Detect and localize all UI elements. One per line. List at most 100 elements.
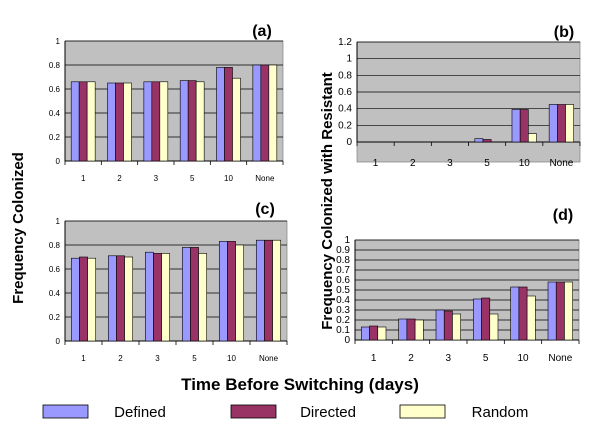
chart-panels: 00.20.40.60.811 2 3 5 10 None(a)00.20.40.60.8… (49, 23, 581, 364)
bar-directed (260, 64, 270, 162)
x-tick-label: 3 (155, 354, 160, 363)
legend-swatch-directed (230, 404, 277, 419)
y-tick-label: 0.1 (336, 325, 350, 336)
bar-random (452, 313, 461, 341)
bar-defined (511, 109, 521, 143)
y-tick-label: 0 (56, 157, 61, 166)
bar-random (123, 82, 132, 162)
y-tick-label: 1 (346, 54, 352, 65)
plot-area (64, 40, 284, 162)
panel-a: 0 0.2 0.4 0.6 0.8 1 1 2 3 5 10 None (a) (49, 23, 284, 183)
bar-random (268, 64, 278, 162)
x-tick-label: 1 (373, 158, 379, 169)
panel-c: 0 0.2 0.4 0.6 0.8 1 1 2 3 5 10 None (c) (49, 201, 288, 363)
y-tick-label: 0.2 (338, 120, 352, 131)
bar-directed (557, 104, 566, 143)
y-tick-label: 0.6 (336, 275, 350, 286)
y-tick-label: 0.9 (336, 245, 350, 256)
y-tick-label: 0.6 (49, 265, 61, 274)
legend-swatch-random (399, 404, 446, 419)
panel-label: (a) (252, 23, 272, 40)
x-tick-label: 10 (224, 174, 233, 183)
bar-random (232, 77, 241, 162)
y-tick-label: 1 (56, 37, 61, 46)
panel-label: (c) (255, 201, 275, 218)
y-tick-label: 0.3 (336, 305, 350, 316)
y-tick-label: 0.8 (49, 241, 61, 250)
x-tick-label: 2 (408, 353, 414, 364)
y-tick-label: 0.2 (49, 313, 61, 322)
x-tick-label: None (549, 158, 573, 169)
legend-label-directed: Directed (300, 404, 356, 421)
x-tick-label: None (548, 353, 572, 364)
bar-random (272, 239, 282, 342)
bar-directed (187, 80, 197, 162)
panel-d: 00.10.20.30.40.50.60.70.80.911 2 3 5 10 None(… (336, 207, 580, 364)
panel-label: (b) (554, 24, 574, 41)
bar-defined (252, 64, 262, 162)
y-axis-label-left: Frequency Colonized (10, 152, 27, 304)
bar-defined (107, 82, 116, 162)
bar-random (565, 104, 574, 143)
bar-directed (78, 81, 88, 162)
x-tick-label: 1 (371, 353, 377, 364)
bar-random (86, 81, 96, 162)
legend: Defined Directed Random (42, 404, 529, 421)
bar-directed (519, 109, 529, 143)
y-axis-label-right: Frequency Colonized with Resistant (319, 72, 336, 330)
y-tick-label: 0.8 (338, 70, 352, 81)
bar-directed (224, 67, 233, 162)
bar-directed (518, 286, 528, 341)
x-tick-label: None (255, 174, 275, 183)
y-tick-label: 0 (346, 137, 352, 148)
bar-directed (369, 325, 379, 341)
x-tick-label: None (259, 354, 279, 363)
bar-directed (406, 318, 416, 341)
x-tick-label: 1 (81, 354, 86, 363)
bar-defined (510, 286, 520, 341)
bar-random (377, 326, 387, 341)
y-tick-label: 0.5 (336, 285, 350, 296)
bar-defined (255, 239, 265, 342)
bar-random (87, 257, 97, 342)
legend-label-random: Random (472, 404, 529, 421)
x-axis-label: Time Before Switching (days) (181, 375, 419, 394)
bar-random (414, 319, 424, 341)
y-tick-label: 0.2 (336, 315, 350, 326)
bar-defined (143, 81, 153, 162)
x-tick-label: 3 (447, 158, 453, 169)
y-tick-label: 1.2 (338, 37, 352, 48)
x-tick-label: 5 (192, 354, 197, 363)
x-tick-label: 10 (517, 353, 529, 364)
panel-b: 0 0.2 0.4 0.6 0.8 1 1.2 1 2 3 5 10 None (b) (338, 24, 581, 169)
y-tick-label: 0 (56, 337, 61, 346)
bar-defined (179, 80, 189, 162)
x-tick-label: 5 (190, 174, 195, 183)
bar-defined (70, 81, 80, 162)
bar-directed (482, 139, 492, 143)
y-tick-label: 0.6 (49, 85, 61, 94)
bar-defined (398, 318, 408, 341)
bar-directed (153, 253, 162, 342)
legend-label-defined: Defined (114, 404, 166, 421)
bar-random (198, 253, 208, 342)
x-tick-label: 2 (117, 174, 122, 183)
bar-directed (481, 297, 491, 341)
bar-defined (144, 251, 154, 342)
x-tick-label: 5 (483, 353, 489, 364)
x-tick-label: 1 (81, 174, 86, 183)
bar-directed (79, 256, 88, 342)
x-tick-label: 3 (154, 174, 159, 183)
bar-directed (116, 255, 125, 342)
y-tick-label: 0.4 (336, 295, 350, 306)
panel-label: (d) (553, 207, 573, 224)
y-tick-label: 0 (344, 335, 350, 346)
y-tick-label: 0.4 (49, 289, 61, 298)
y-tick-label: 0.2 (49, 133, 61, 142)
y-tick-label: 0.7 (336, 265, 350, 276)
x-tick-label: 2 (118, 354, 123, 363)
bar-defined (473, 298, 482, 341)
plot-area (64, 220, 288, 342)
y-tick-label: 0.8 (336, 255, 350, 266)
